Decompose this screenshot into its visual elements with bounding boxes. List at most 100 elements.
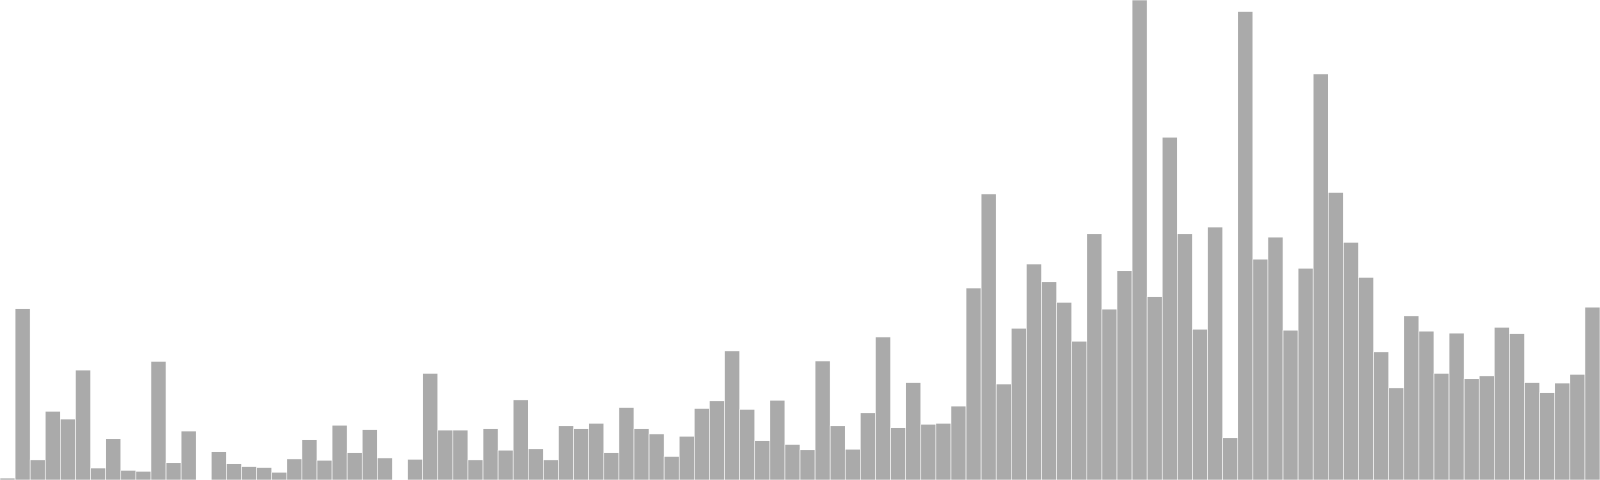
bar-93 bbox=[1403, 315, 1420, 480]
bar-83 bbox=[1252, 258, 1269, 480]
bar-33 bbox=[497, 449, 514, 480]
bar-69 bbox=[1041, 281, 1057, 480]
bar-74 bbox=[1116, 270, 1133, 480]
bar-42 bbox=[633, 428, 650, 480]
bar-12 bbox=[180, 430, 197, 480]
bar-44 bbox=[663, 456, 680, 480]
bar-22 bbox=[331, 424, 348, 480]
bar-97 bbox=[1463, 378, 1480, 480]
bar-2 bbox=[29, 459, 46, 480]
bar-94 bbox=[1418, 330, 1435, 480]
bar-20 bbox=[301, 439, 318, 480]
bar-91 bbox=[1373, 351, 1389, 480]
bar-45 bbox=[678, 436, 695, 480]
bar-67 bbox=[1011, 328, 1027, 480]
bar-82 bbox=[1237, 11, 1254, 480]
bar-99 bbox=[1494, 327, 1510, 480]
bar-3 bbox=[44, 411, 61, 480]
bar-72 bbox=[1086, 233, 1103, 480]
bar-30 bbox=[452, 429, 469, 480]
bar-66 bbox=[995, 383, 1012, 480]
bar-18 bbox=[271, 472, 288, 480]
bar-64 bbox=[965, 287, 982, 480]
bar-80 bbox=[1207, 226, 1223, 480]
bar-7 bbox=[105, 438, 122, 480]
bar-48 bbox=[724, 350, 740, 480]
bar-55 bbox=[829, 425, 846, 480]
bar-38 bbox=[573, 428, 589, 480]
bar-27 bbox=[407, 459, 423, 480]
bar-96 bbox=[1448, 332, 1465, 480]
bar-84 bbox=[1267, 236, 1284, 480]
bar-1 bbox=[14, 308, 31, 480]
bar-4 bbox=[60, 418, 76, 480]
bar-17 bbox=[256, 467, 272, 480]
bar-14 bbox=[211, 451, 227, 480]
bar-89 bbox=[1343, 242, 1359, 480]
bar-103 bbox=[1554, 382, 1571, 480]
bar-36 bbox=[543, 459, 559, 480]
bar-43 bbox=[648, 433, 665, 480]
bar-23 bbox=[346, 452, 363, 480]
bar-60 bbox=[905, 382, 922, 480]
bar-101 bbox=[1524, 382, 1540, 480]
bar-56 bbox=[844, 448, 861, 480]
bar-73 bbox=[1101, 308, 1118, 480]
bar-39 bbox=[588, 423, 605, 480]
bar-92 bbox=[1388, 387, 1405, 480]
bar-41 bbox=[618, 407, 635, 480]
bar-32 bbox=[482, 428, 499, 480]
bar-54 bbox=[814, 360, 831, 480]
bar-25 bbox=[377, 457, 393, 480]
bar-100 bbox=[1509, 333, 1525, 480]
bar-37 bbox=[558, 425, 574, 480]
bar-79 bbox=[1192, 328, 1208, 480]
bar-28 bbox=[422, 373, 439, 480]
bar-6 bbox=[90, 467, 106, 480]
bar-5 bbox=[75, 369, 91, 480]
bar-102 bbox=[1539, 392, 1556, 480]
bar-11 bbox=[165, 462, 182, 480]
bar-46 bbox=[694, 408, 710, 480]
bar-52 bbox=[784, 444, 801, 480]
bar-85 bbox=[1282, 329, 1299, 480]
bar-61 bbox=[920, 424, 937, 480]
bar-15 bbox=[226, 463, 242, 480]
bar-76 bbox=[1146, 296, 1163, 480]
bar-50 bbox=[754, 440, 771, 480]
bar-57 bbox=[860, 412, 876, 480]
bar-98 bbox=[1478, 375, 1495, 480]
bar-105 bbox=[1584, 306, 1600, 480]
bar-10 bbox=[150, 361, 167, 480]
bar-75 bbox=[1131, 0, 1148, 480]
bar-88 bbox=[1328, 192, 1344, 480]
bar-8 bbox=[120, 470, 137, 480]
bar-68 bbox=[1026, 263, 1042, 480]
bar-87 bbox=[1312, 73, 1329, 480]
bar-95 bbox=[1433, 373, 1450, 480]
bar-78 bbox=[1177, 233, 1193, 480]
bar-51 bbox=[769, 400, 786, 480]
bar-19 bbox=[286, 458, 303, 480]
bar-31 bbox=[467, 459, 484, 480]
bar-71 bbox=[1071, 340, 1088, 480]
bar-35 bbox=[527, 448, 544, 480]
bar-29 bbox=[437, 429, 454, 480]
bar-70 bbox=[1056, 302, 1072, 480]
bar-34 bbox=[512, 399, 529, 480]
bar-90 bbox=[1358, 277, 1374, 480]
bar-86 bbox=[1297, 268, 1314, 480]
bar-47 bbox=[709, 400, 725, 480]
bar-77 bbox=[1161, 136, 1178, 480]
bar-104 bbox=[1569, 374, 1586, 480]
bar-9 bbox=[135, 471, 152, 480]
bar-81 bbox=[1222, 437, 1239, 480]
bar-65 bbox=[980, 193, 997, 480]
bar-63 bbox=[950, 405, 967, 480]
bar-40 bbox=[603, 452, 620, 480]
bar-24 bbox=[361, 429, 378, 480]
bar-59 bbox=[890, 427, 906, 480]
